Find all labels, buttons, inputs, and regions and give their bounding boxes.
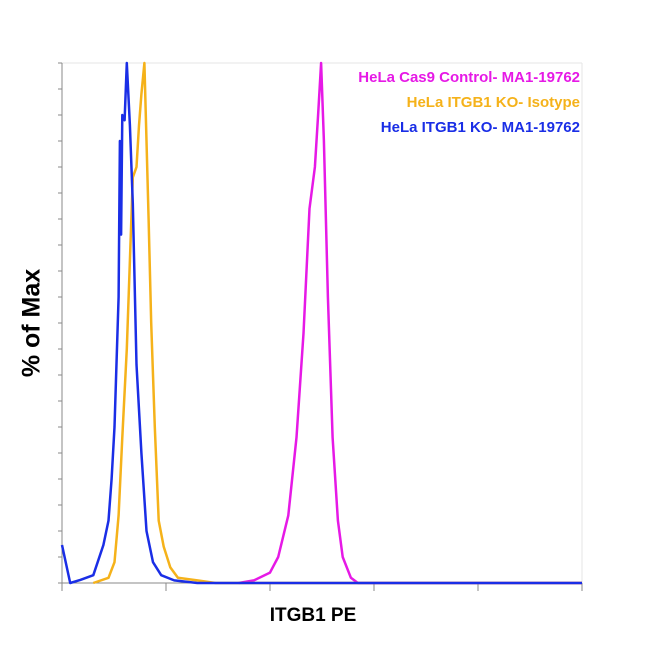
series-line (92, 61, 582, 585)
legend-entry: HeLa ITGB1 KO- MA1-19762 (381, 119, 580, 136)
legend-entry: HeLa ITGB1 KO- Isotype (407, 94, 580, 111)
legend-entry: HeLa Cas9 Control- MA1-19762 (358, 69, 580, 86)
series-line (238, 61, 582, 585)
y-axis-label: % of Max (18, 269, 46, 377)
series-line (60, 61, 582, 585)
x-axis-label: ITGB1 PE (270, 605, 357, 626)
